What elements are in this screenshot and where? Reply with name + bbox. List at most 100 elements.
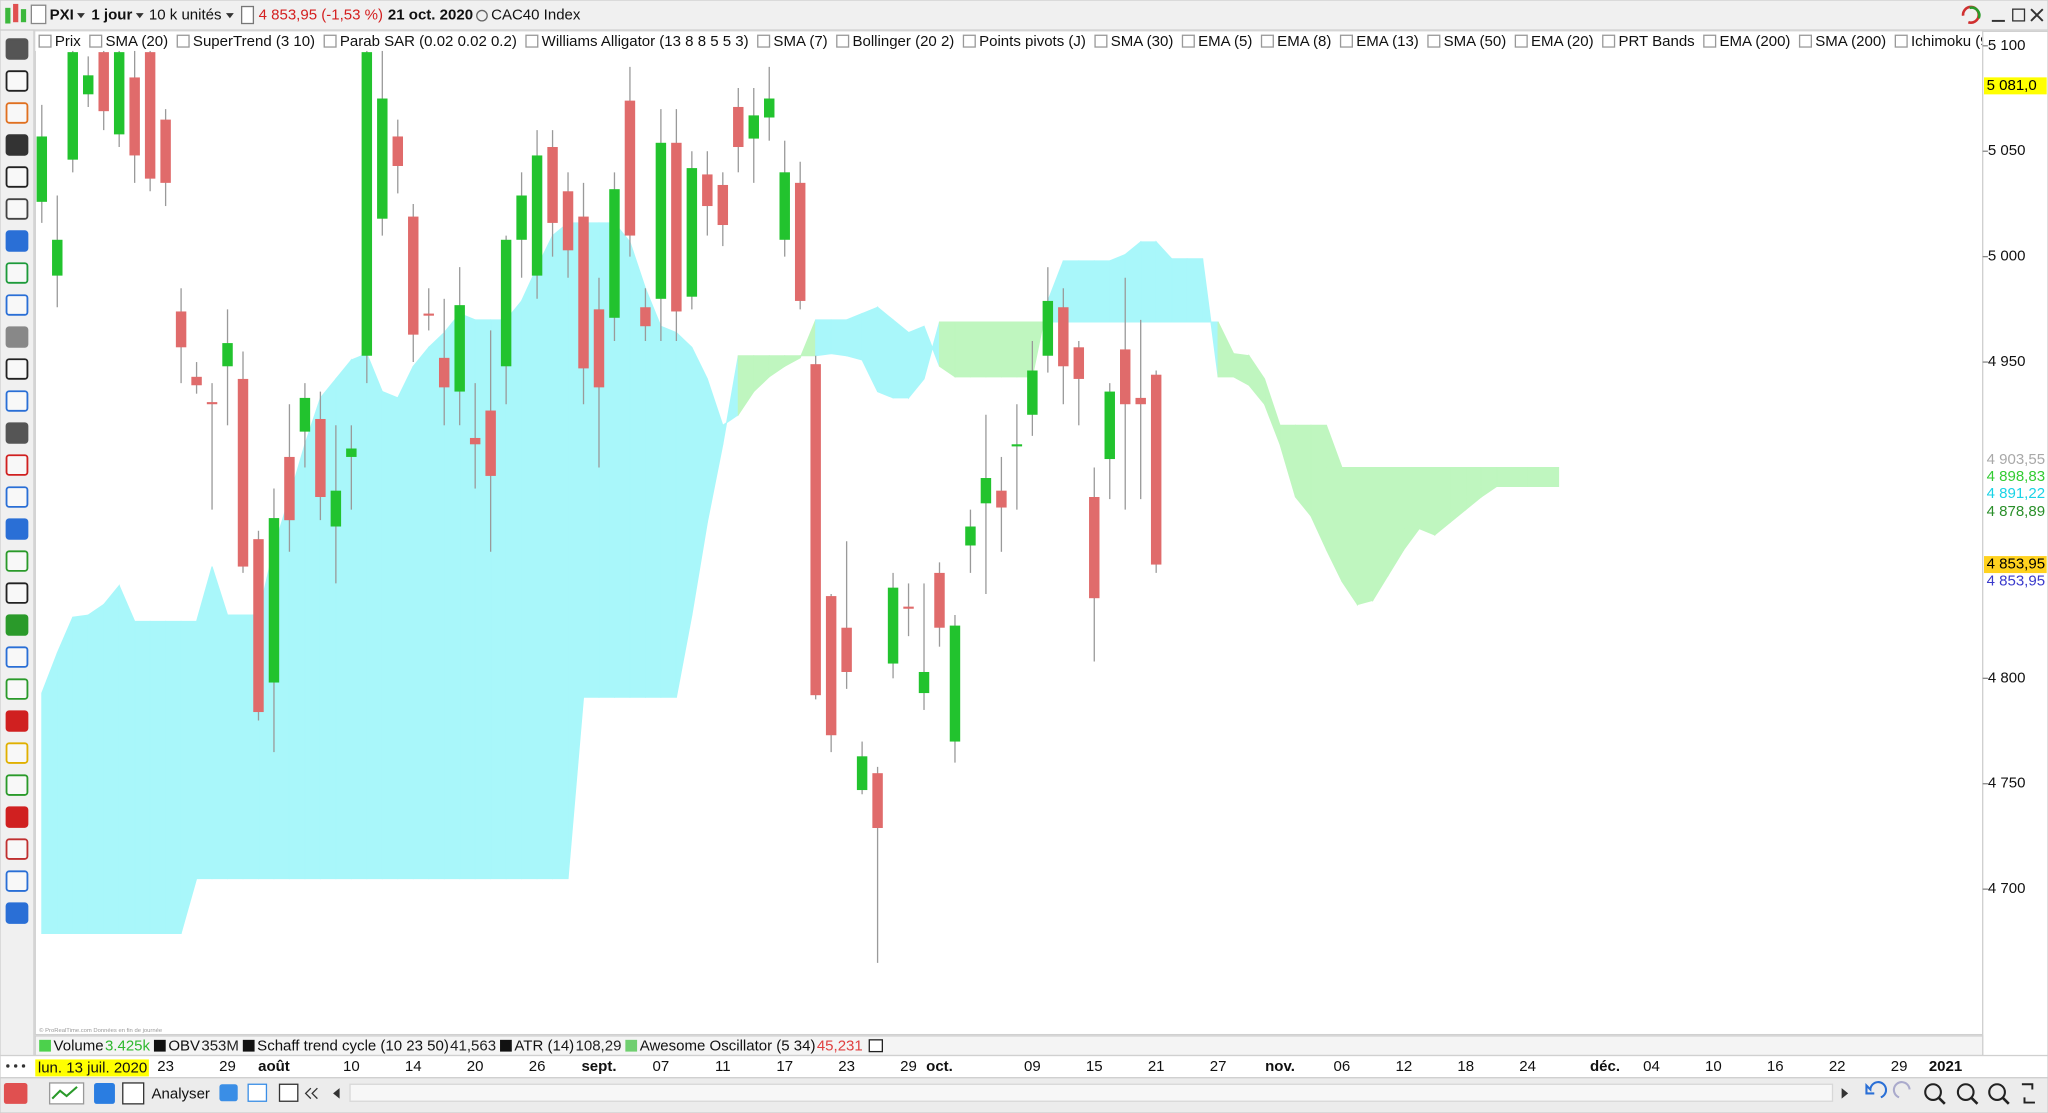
bottom-icons-2[interactable] (219, 1081, 2035, 1105)
indicator-name[interactable]: EMA (20) (1531, 33, 1594, 50)
candle-body (1135, 397, 1146, 405)
indicator-name[interactable]: EMA (200) (1720, 33, 1791, 50)
indicator-name[interactable]: EMA (8) (1277, 33, 1331, 50)
tool-icon[interactable] (5, 678, 29, 700)
tool-icon[interactable] (5, 486, 29, 508)
tool-icon[interactable] (5, 294, 29, 316)
tool-icon[interactable] (5, 710, 29, 732)
indicator-checkbox[interactable] (38, 34, 52, 48)
radio-icon[interactable] (476, 9, 488, 22)
indicator-name[interactable]: SMA (30) (1111, 33, 1174, 50)
candle-body (980, 478, 992, 504)
indicator-name[interactable]: PRT Bands (1618, 33, 1694, 50)
tool-icon[interactable] (5, 742, 29, 764)
tool-icon[interactable] (5, 326, 29, 348)
indicator-name[interactable]: SMA (20) (106, 33, 169, 50)
dropdown-arrow[interactable] (77, 13, 85, 19)
window-controls[interactable] (1961, 5, 2044, 24)
tool-icon[interactable] (5, 38, 29, 60)
indicator-checkbox[interactable] (1094, 34, 1108, 48)
indicator-name[interactable]: EMA (13) (1356, 33, 1419, 50)
indicator-checkbox[interactable] (1703, 34, 1717, 48)
tool-icon[interactable] (5, 902, 29, 924)
tool-icon[interactable] (5, 582, 29, 604)
bottom-icons[interactable] (3, 1082, 145, 1105)
tool-icon[interactable] (5, 870, 29, 892)
dropdown-arrow[interactable] (225, 13, 234, 19)
tool-icon[interactable] (5, 614, 29, 636)
period[interactable]: 1 jour (91, 7, 132, 24)
indicator-checkbox[interactable] (1798, 34, 1812, 48)
indicator-checkbox[interactable] (757, 34, 771, 48)
cloud-segment (830, 319, 848, 357)
candle-body (485, 410, 496, 476)
indicator-name[interactable]: Prix (55, 33, 81, 50)
tool-icon[interactable] (5, 422, 29, 444)
indicator-name[interactable]: SuperTrend (3 10) (193, 33, 315, 50)
indicator-name[interactable]: Bollinger (20 2) (852, 33, 954, 50)
tool-icon[interactable] (5, 102, 29, 124)
sub-indicator-swatch[interactable] (242, 1039, 255, 1052)
tool-icon[interactable] (5, 358, 29, 380)
indicator-checkbox[interactable] (962, 34, 976, 48)
sub-indicator-swatch[interactable] (39, 1039, 51, 1052)
sub-indicator-name[interactable]: ATR (14) (514, 1037, 574, 1054)
tool-icon[interactable] (5, 262, 29, 284)
tool-icon[interactable] (5, 198, 29, 220)
symbol[interactable]: PXI (50, 7, 74, 24)
indicator-checkbox[interactable] (1260, 34, 1274, 48)
tool-icon[interactable] (5, 390, 29, 412)
sub-indicator-swatch[interactable] (500, 1039, 512, 1052)
indicator-name[interactable]: Williams Alligator (13 8 8 5 5 3) (542, 33, 749, 50)
tool-icon[interactable] (5, 806, 29, 828)
tool-icon[interactable] (5, 550, 29, 572)
cloud-segment (1016, 321, 1033, 378)
indicator-name[interactable]: SMA (7) (773, 33, 827, 50)
indicator-name[interactable]: SMA (200) (1815, 33, 1886, 50)
candle-body (794, 182, 806, 301)
price-marker: 4 903,55 (1987, 451, 2045, 468)
units[interactable]: 10 k unités (149, 7, 222, 24)
sub-indicator-name[interactable]: OBV (168, 1037, 200, 1054)
axis-menu[interactable] (6, 1064, 26, 1068)
indicator-checkbox[interactable] (1602, 34, 1616, 48)
indicator-name[interactable]: SMA (50) (1444, 33, 1507, 50)
tool-icon[interactable] (5, 454, 29, 476)
dropdown-arrow[interactable] (135, 13, 144, 19)
tool-icon[interactable] (5, 518, 29, 540)
indicator-name[interactable]: Points pivots (J) (979, 33, 1086, 50)
info-icon[interactable] (240, 5, 255, 25)
indicator-checkbox[interactable] (525, 34, 539, 48)
indicator-checkbox[interactable] (1427, 34, 1441, 48)
indicator-checkbox[interactable] (1514, 34, 1528, 48)
indicator-checkbox[interactable] (89, 34, 103, 48)
indicator-checkbox[interactable] (836, 34, 850, 48)
symbol-icon[interactable] (30, 4, 47, 25)
indicator-checkbox[interactable] (323, 34, 337, 48)
tool-icon[interactable] (5, 230, 29, 252)
tool-icon[interactable] (5, 774, 29, 796)
candle-body (253, 539, 264, 713)
indicator-name[interactable]: Parab SAR (0.02 0.02 0.2) (340, 33, 517, 50)
indicator-checkbox[interactable] (1181, 34, 1195, 48)
sub-indicator-name[interactable]: Awesome Oscillator (5 34) (640, 1037, 816, 1054)
indicator-checkbox[interactable] (176, 34, 190, 48)
candle-body (377, 98, 388, 219)
analyse-button[interactable]: Analyser (152, 1086, 210, 1103)
cloud-segment (815, 319, 832, 357)
tool-icon[interactable] (5, 134, 29, 156)
sub-indicator-menu[interactable] (868, 1039, 884, 1053)
sub-indicator-swatch[interactable] (625, 1039, 638, 1052)
indicator-name[interactable]: EMA (5) (1198, 33, 1252, 50)
candle-body (222, 343, 233, 367)
tool-icon[interactable] (5, 838, 29, 860)
sub-indicator-swatch[interactable] (153, 1039, 166, 1052)
tool-icon[interactable] (5, 70, 29, 92)
sub-indicator-name[interactable]: Volume (54, 1037, 104, 1054)
cloud-segment (1356, 466, 1374, 606)
tool-icon[interactable] (5, 166, 29, 188)
sub-indicator-name[interactable]: Schaff trend cycle (10 23 50) (257, 1037, 449, 1054)
indicator-checkbox[interactable] (1339, 34, 1353, 48)
indicator-checkbox[interactable] (1894, 34, 1908, 48)
tool-icon[interactable] (5, 646, 29, 668)
